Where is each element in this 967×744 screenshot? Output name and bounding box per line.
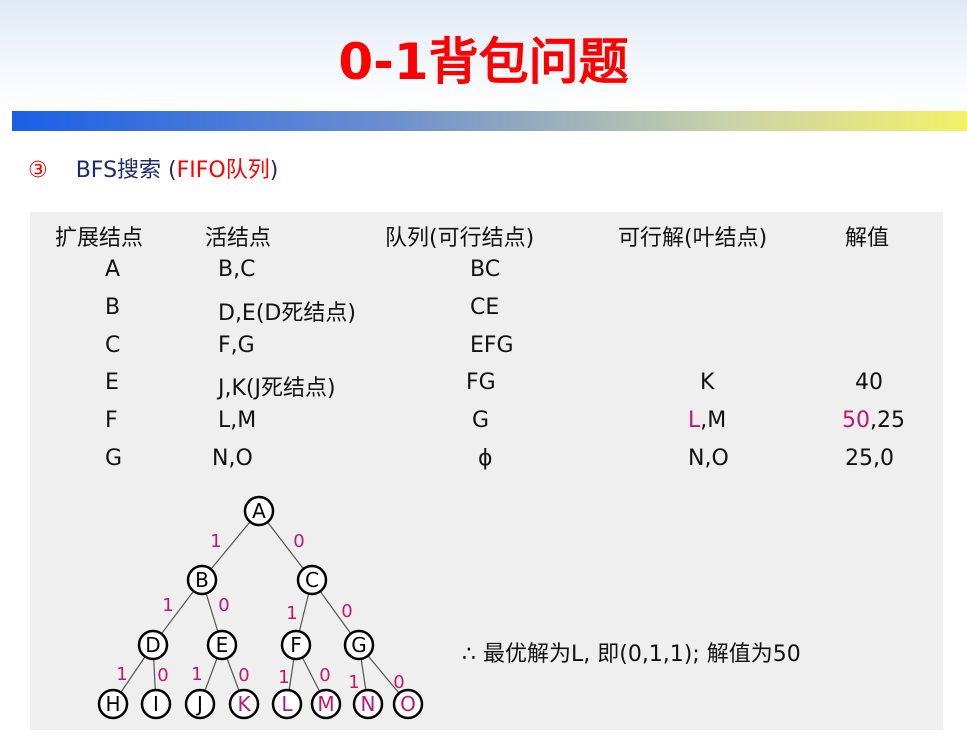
edge-label: 0 <box>218 595 229 616</box>
subtitle: ③ BFS搜索 (FIFO队列) <box>28 152 278 184</box>
edge-label: 1 <box>278 667 289 688</box>
node-label: N <box>361 692 376 716</box>
table-cell: L,M <box>688 408 726 433</box>
tree-node <box>271 688 303 720</box>
subtitle-text: BFS搜索 ( <box>75 158 177 183</box>
table-cell: G <box>472 408 490 433</box>
subtitle-red: FIFO队列 <box>176 158 270 183</box>
highlight: L <box>688 408 701 433</box>
table-cell: N,O <box>688 446 729 471</box>
table-cell: B,C <box>218 257 256 282</box>
column-header: 解值 <box>845 226 890 251</box>
table-cell: F,G <box>218 333 255 358</box>
table-cell: 50,25 <box>842 408 905 433</box>
table-cell: K <box>700 370 715 395</box>
edge-label: 1 <box>210 531 221 552</box>
slide-title: 0-1背包问题 <box>338 33 629 91</box>
edge-label: 1 <box>286 603 297 624</box>
table-cell: ϕ <box>478 446 493 471</box>
node-label: K <box>237 692 251 716</box>
node-label: E <box>216 633 229 657</box>
edge-label: 0 <box>238 665 249 686</box>
tree-node <box>343 629 375 661</box>
node-label: C <box>305 568 319 592</box>
tree-node <box>392 688 424 720</box>
edge-label: 0 <box>341 601 352 622</box>
table-cell: G <box>105 446 123 471</box>
rest: ,M <box>700 408 727 433</box>
tree-node <box>310 688 342 720</box>
tree-node <box>243 495 275 527</box>
table-cell: A <box>105 257 121 282</box>
tree-node <box>296 564 328 596</box>
node-label: F <box>290 633 302 657</box>
node-label: D <box>145 633 160 657</box>
table-cell: CE <box>470 295 500 320</box>
edge-label: 0 <box>157 665 168 686</box>
node-label: B <box>195 568 209 592</box>
table-cell: EFG <box>470 333 514 358</box>
column-header: 活结点 <box>205 226 272 251</box>
table-cell: N,O <box>212 446 253 471</box>
highlight: 50 <box>842 408 870 433</box>
table-cell: J,K(J死结点) <box>218 376 336 401</box>
table-cell: 25,0 <box>845 446 894 471</box>
tree-node <box>206 629 238 661</box>
table-cell: BC <box>470 257 501 282</box>
table-cell: L,M <box>218 408 257 433</box>
tree-node <box>97 688 129 720</box>
table-cell: F <box>105 408 118 433</box>
table-cell: 40 <box>855 370 883 395</box>
node-label: H <box>105 692 120 716</box>
column-header: 可行解(叶结点) <box>618 226 768 251</box>
tree-node <box>228 688 260 720</box>
sky-background <box>0 0 967 110</box>
edge-label: 1 <box>116 664 127 685</box>
subtitle-end: ) <box>269 158 279 183</box>
node-label: L <box>281 692 293 716</box>
table-cell: FG <box>466 370 496 395</box>
edge-label: 1 <box>162 595 173 616</box>
table-cell: C <box>105 333 121 358</box>
header-gradient-bar <box>12 111 967 131</box>
node-label: J <box>195 692 203 716</box>
tree-node <box>184 688 216 720</box>
node-label: G <box>351 633 367 657</box>
edge-label: 0 <box>319 665 330 686</box>
content-panel <box>30 212 943 730</box>
edge-label: 0 <box>393 672 404 693</box>
tree-node <box>140 688 172 720</box>
node-label: I <box>153 692 159 716</box>
table-cell: E <box>105 370 119 395</box>
tree-node <box>280 629 312 661</box>
tree-node <box>137 629 169 661</box>
circled-number: ③ <box>28 158 48 183</box>
column-header: 扩展结点 <box>55 226 144 251</box>
table-cell: D,E(D死结点) <box>218 301 356 326</box>
table-cell: B <box>105 295 121 320</box>
tree-node <box>352 688 384 720</box>
node-label: A <box>252 499 266 523</box>
node-label: M <box>317 692 334 716</box>
edge-label: 0 <box>293 531 304 552</box>
edge-label: 1 <box>191 664 202 685</box>
node-label: O <box>400 692 416 716</box>
tree-node <box>186 564 218 596</box>
conclusion: ∴ 最优解为L, 即(0,1,1); 解值为50 <box>462 642 801 667</box>
edge-label: 1 <box>348 672 359 693</box>
rest: ,25 <box>870 408 905 433</box>
column-header: 队列(可行结点) <box>385 226 535 251</box>
